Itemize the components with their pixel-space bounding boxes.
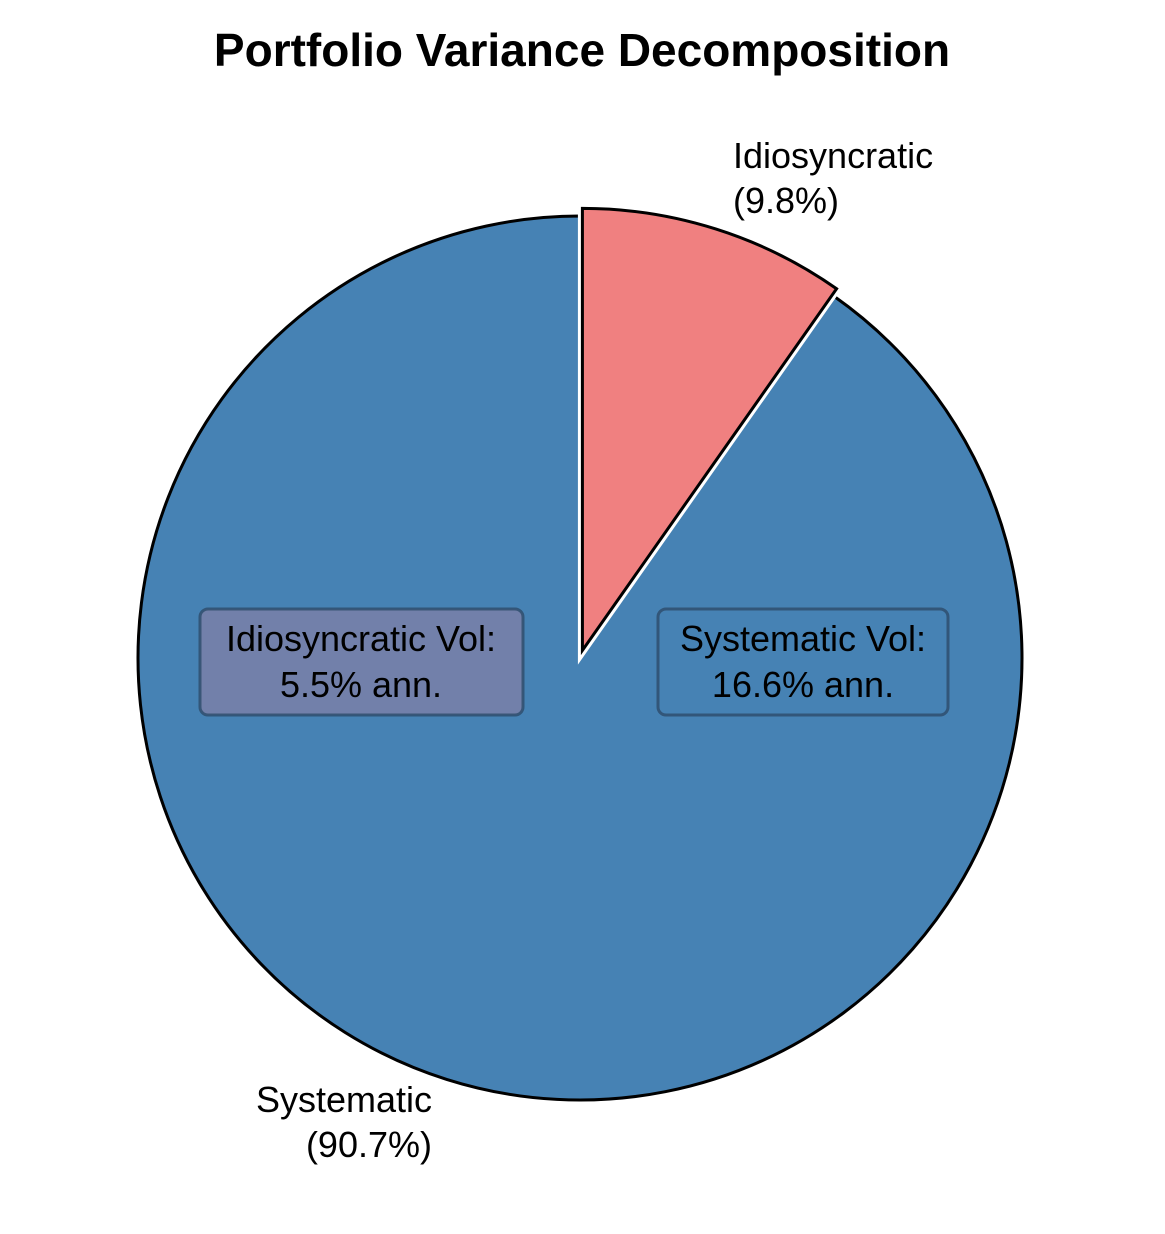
slice-label-idiosyncratic: Idiosyncratic xyxy=(733,135,933,176)
annotation-idiosyncratic-vol: Idiosyncratic Vol: 5.5% ann. xyxy=(198,607,525,717)
slices-group xyxy=(136,203,1024,1102)
chart-title: Portfolio Variance Decomposition xyxy=(214,24,950,76)
annotation-box-systematic xyxy=(656,607,950,717)
annotation-idio-line2: 5.5% ann. xyxy=(280,664,442,705)
annotation-box-idiosyncratic xyxy=(198,607,525,717)
annotation-idio-line1: Idiosyncratic Vol: xyxy=(226,618,496,659)
slice-idiosyncratic xyxy=(580,206,839,656)
slice-pct-systematic: (90.7%) xyxy=(306,1124,432,1165)
annotation-systematic-vol: Systematic Vol: 16.6% ann. xyxy=(656,607,950,717)
annotation-sys-line2: 16.6% ann. xyxy=(712,664,894,705)
slice-label-systematic: Systematic xyxy=(256,1079,432,1120)
slice-pct-idiosyncratic: (9.8%) xyxy=(733,180,839,221)
annotation-sys-line1: Systematic Vol: xyxy=(680,618,926,659)
